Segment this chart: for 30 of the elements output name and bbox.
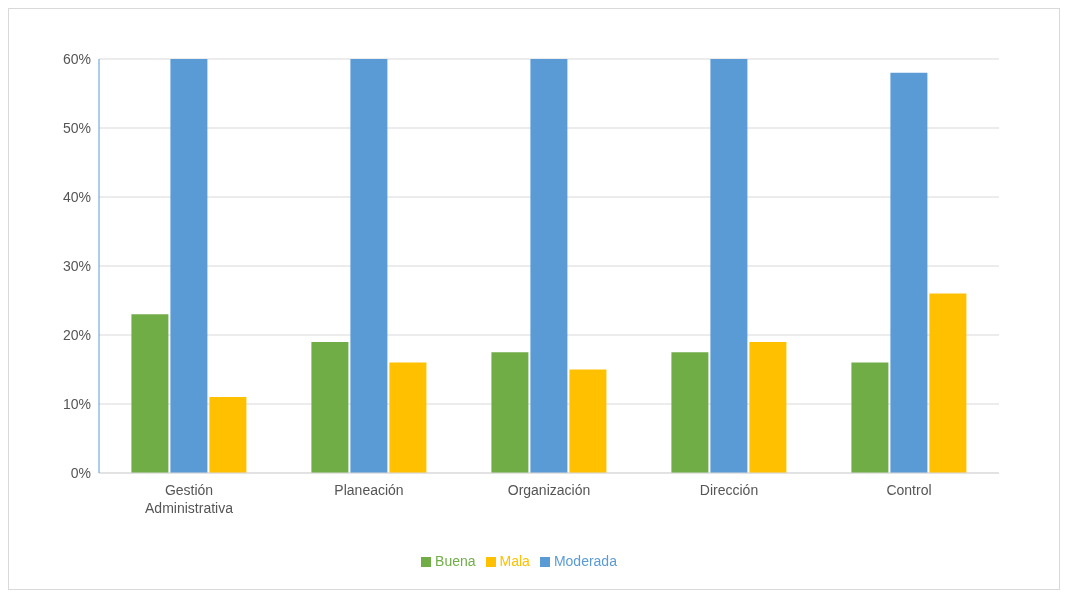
bar: [851, 362, 889, 473]
bar: [890, 72, 928, 473]
bar: [350, 59, 388, 473]
bar: [710, 59, 748, 473]
bar: [311, 341, 349, 473]
bar: [671, 352, 709, 473]
y-tick-label: 10%: [62, 395, 91, 412]
bar: [209, 397, 247, 473]
y-tick-label: 40%: [62, 188, 91, 205]
x-tick-label: Gestión Administrativa: [145, 482, 234, 516]
bar: [749, 341, 787, 473]
y-tick-label: 30%: [62, 257, 91, 274]
y-tick-label: 60%: [62, 50, 91, 67]
bar: [929, 293, 967, 473]
y-tick-label: 50%: [62, 119, 91, 136]
x-tick-label: Dirección: [699, 482, 759, 498]
y-tick-label: 0%: [70, 464, 91, 481]
x-tick-label: Control: [886, 482, 932, 498]
bar: [131, 314, 169, 473]
bar: [530, 59, 568, 473]
bar: [389, 362, 427, 473]
legend-label: Mala: [499, 553, 530, 569]
x-tick-label: Planeación: [334, 482, 404, 498]
bar: [170, 59, 208, 473]
x-tick-label: Organización: [507, 482, 591, 498]
y-tick-label: 20%: [62, 326, 91, 343]
legend-label: Buena: [435, 553, 476, 569]
bar: [569, 369, 607, 473]
legend-label: Moderada: [553, 553, 617, 569]
bar: [491, 352, 529, 473]
